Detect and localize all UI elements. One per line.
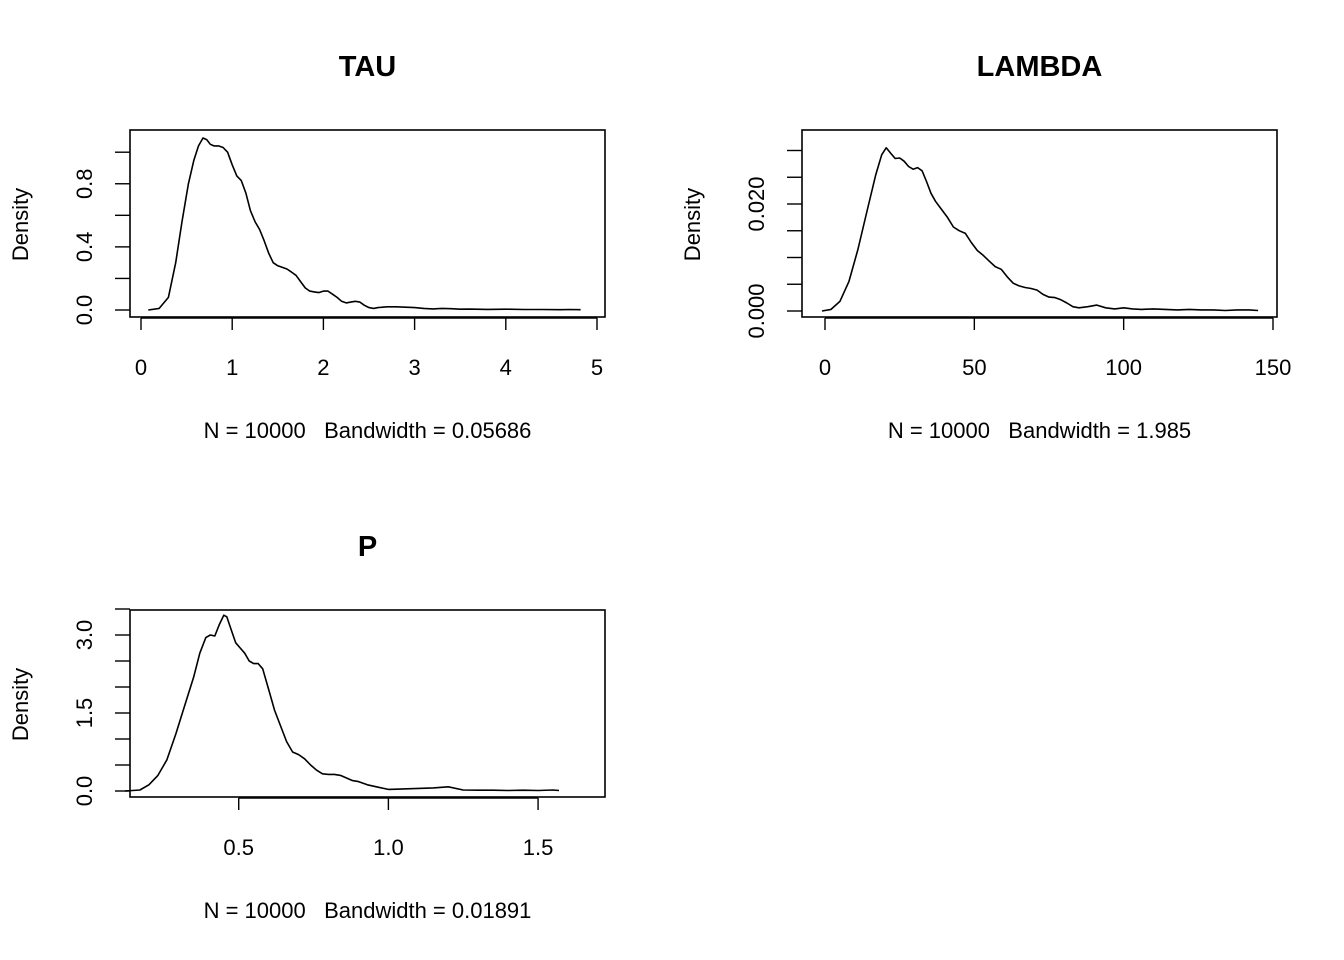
x-tick-label: 4	[500, 355, 512, 380]
y-tick-label: 0.000	[744, 283, 769, 338]
y-tick-label: 0.0	[72, 776, 97, 807]
x-tick-label: 5	[591, 355, 603, 380]
x-tick-label: 1.5	[523, 835, 554, 860]
panel-title: P	[358, 531, 377, 563]
x-tick-label: 0	[819, 355, 831, 380]
density-curve	[124, 614, 560, 792]
x-tick-label: 0	[135, 355, 147, 380]
plot-frame	[129, 129, 606, 318]
x-axis-label: N = 10000 Bandwidth = 1.985	[888, 418, 1191, 443]
x-tick-label: 150	[1255, 355, 1292, 380]
plot-frame	[801, 129, 1278, 318]
x-tick-label: 3	[408, 355, 420, 380]
x-tick-label: 1	[226, 355, 238, 380]
y-tick-label: 0.4	[72, 232, 97, 263]
x-tick-label: 50	[962, 355, 986, 380]
y-tick-label: 0.020	[744, 176, 769, 231]
y-tick-label: 3.0	[72, 620, 97, 651]
x-tick-label: 2	[317, 355, 329, 380]
y-axis-label: Density	[8, 668, 33, 741]
density-panel-p: P 0.5 1.0 1.5 0.0 1.5 3.0 Density N = 10000 Band…	[8, 531, 606, 923]
density-panel-tau: TAU 0 1 2 3 4 5 0.0 0.4 0.8 Density N = 10000 Bandw…	[8, 51, 606, 443]
panel-title: TAU	[339, 51, 396, 83]
x-axis-label: N = 10000 Bandwidth = 0.01891	[204, 898, 532, 923]
y-axis-label: Density	[680, 188, 705, 261]
density-panel-lambda: LAMBDA 0 50 100 150 0.000 0.020 Density N = 1000…	[680, 51, 1291, 443]
y-tick-label: 1.5	[72, 698, 97, 729]
panel-title: LAMBDA	[977, 51, 1103, 83]
plot-frame	[129, 609, 606, 798]
y-tick-label: 0.8	[72, 168, 97, 199]
y-axis-label: Density	[8, 188, 33, 261]
x-tick-label: 100	[1105, 355, 1142, 380]
y-tick-label: 0.0	[72, 295, 97, 326]
density-curve	[821, 147, 1259, 312]
density-curve	[148, 137, 581, 311]
x-tick-label: 0.5	[223, 835, 254, 860]
x-tick-label: 1.0	[373, 835, 404, 860]
x-axis-label: N = 10000 Bandwidth = 0.05686	[204, 418, 532, 443]
